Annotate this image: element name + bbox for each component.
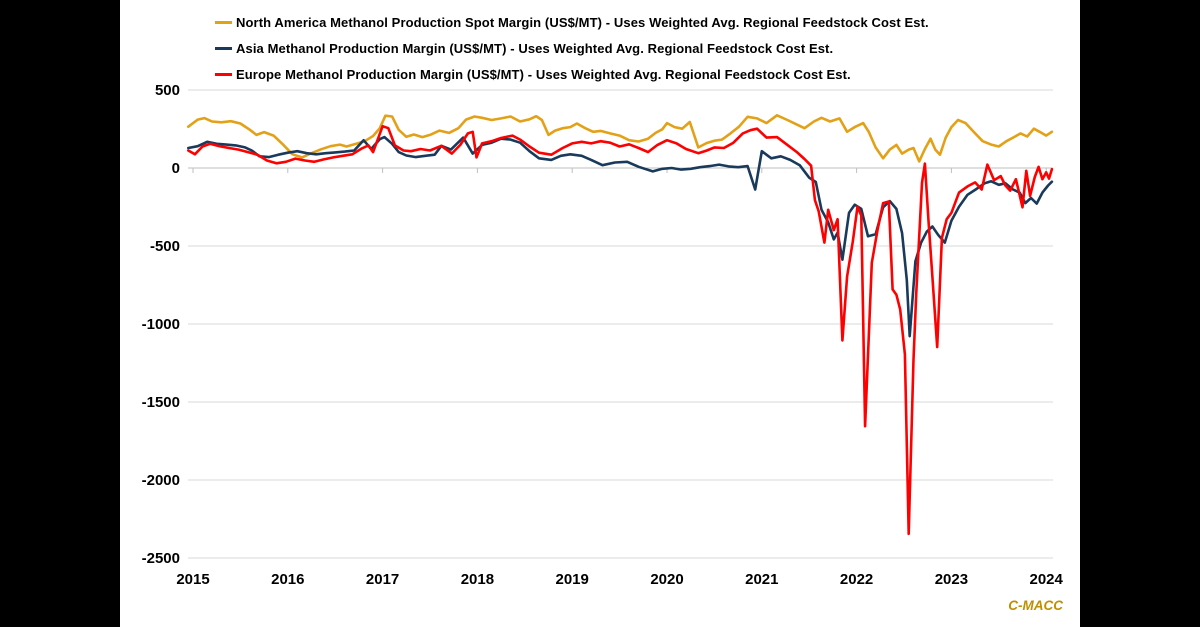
y-tick-label: -1500	[142, 394, 180, 411]
legend-label-asia: Asia Methanol Production Margin (US$/MT)…	[236, 40, 834, 56]
y-tick-label: 500	[155, 82, 180, 99]
chart-panel	[120, 0, 1080, 627]
asia-line-swatch-icon	[215, 46, 232, 50]
x-tick-label: 2016	[271, 571, 304, 588]
north-america-line-swatch-icon	[215, 20, 232, 24]
y-tick-label: -500	[150, 238, 180, 255]
x-tick-label: 2023	[935, 571, 968, 588]
x-tick-label: 2022	[840, 571, 873, 588]
x-tick-label: 2015	[176, 571, 209, 588]
series-line-north-america	[187, 114, 1054, 163]
x-tick-label: 2019	[556, 571, 589, 588]
x-tick-label: 2020	[650, 571, 683, 588]
series-line-asia	[187, 135, 1054, 338]
legend-item-europe: Europe Methanol Production Margin (US$/M…	[215, 61, 929, 87]
legend-item-asia: Asia Methanol Production Margin (US$/MT)…	[215, 35, 929, 61]
y-tick-label: -1000	[142, 316, 180, 333]
x-tick-label: 2017	[366, 571, 399, 588]
legend-item-north-america: North America Methanol Production Spot M…	[215, 9, 929, 35]
legend-label-north-america: North America Methanol Production Spot M…	[236, 14, 929, 30]
y-tick-label: -2500	[142, 550, 180, 567]
chart-legend: North America Methanol Production Spot M…	[215, 9, 929, 87]
x-tick-label: 2021	[745, 571, 778, 588]
x-tick-label: 2024	[1030, 571, 1064, 588]
x-tick-label: 2018	[461, 571, 494, 588]
legend-label-europe: Europe Methanol Production Margin (US$/M…	[236, 66, 851, 82]
y-tick-label: 0	[172, 160, 180, 177]
europe-line-swatch-icon	[215, 72, 232, 76]
y-tick-label: -2000	[142, 472, 180, 489]
series-line-europe	[187, 124, 1054, 536]
watermark-cmacc: C-MACC	[1008, 598, 1063, 613]
